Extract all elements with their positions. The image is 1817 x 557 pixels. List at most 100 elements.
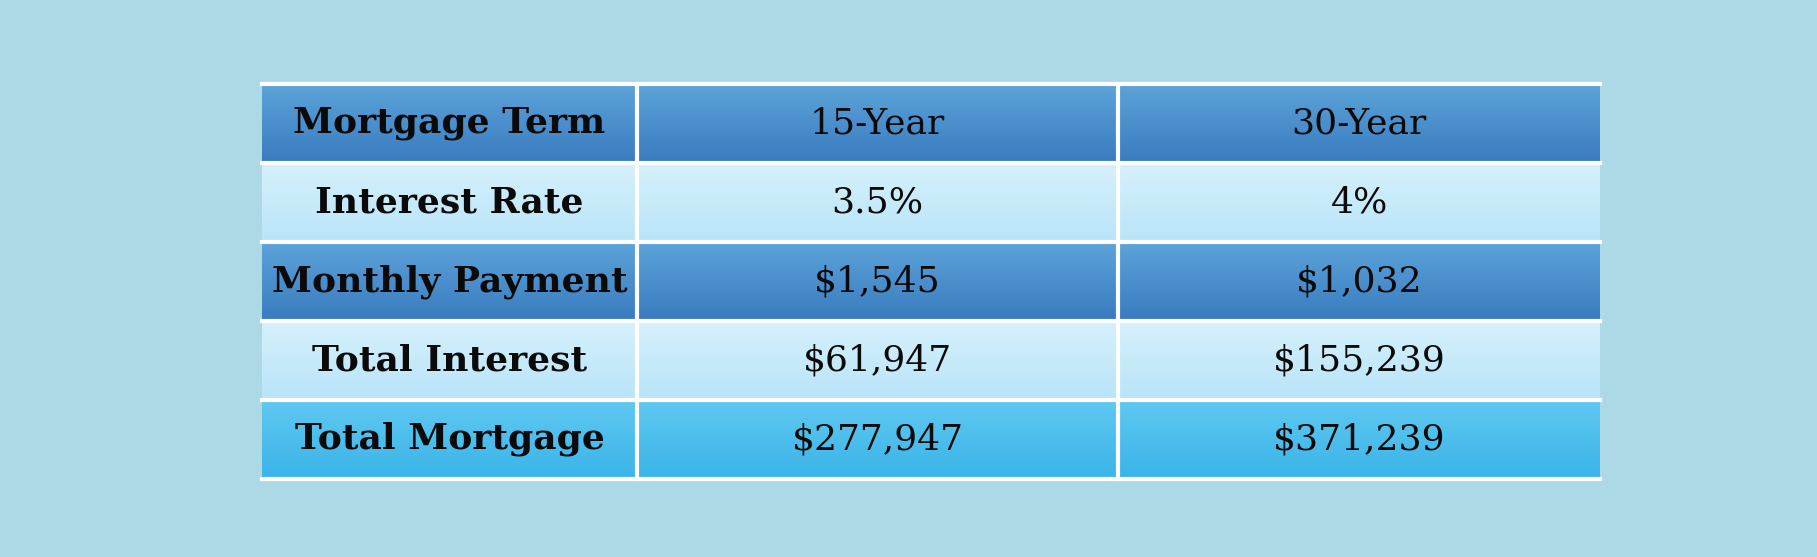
Bar <box>262 183 1601 185</box>
Bar <box>262 447 1601 448</box>
Bar <box>262 389 1601 390</box>
Bar <box>262 126 1601 128</box>
Bar <box>262 319 1601 321</box>
Bar <box>262 395 1601 397</box>
Bar <box>262 375 1601 377</box>
Bar <box>262 452 1601 453</box>
Bar <box>262 441 1601 443</box>
Bar <box>262 160 1601 162</box>
Bar <box>262 379 1601 381</box>
Bar <box>262 161 1601 163</box>
Bar <box>262 262 1601 264</box>
Bar <box>262 363 1601 364</box>
Bar <box>262 276 1601 277</box>
Bar <box>262 252 1601 253</box>
Bar <box>262 132 1601 134</box>
Bar <box>262 229 1601 231</box>
Bar <box>262 240 1601 242</box>
Bar <box>262 359 1601 360</box>
Text: $1,545: $1,545 <box>814 264 941 299</box>
Bar <box>262 174 1601 176</box>
Bar <box>262 227 1601 229</box>
Bar <box>262 215 1601 217</box>
Bar <box>262 269 1601 271</box>
Bar <box>262 223 1601 224</box>
Bar <box>262 382 1601 384</box>
Bar <box>262 303 1601 305</box>
Text: Interest Rate: Interest Rate <box>316 185 583 219</box>
Bar <box>262 445 1601 447</box>
Bar <box>262 427 1601 428</box>
Bar <box>262 281 1601 282</box>
Bar <box>262 458 1601 460</box>
Bar <box>262 317 1601 319</box>
Bar <box>262 178 1601 180</box>
Bar <box>262 323 1601 325</box>
Bar <box>262 426 1601 427</box>
Bar <box>262 290 1601 292</box>
Bar <box>262 188 1601 189</box>
Bar <box>262 189 1601 190</box>
Bar <box>262 282 1601 284</box>
Text: $371,239: $371,239 <box>1274 422 1446 456</box>
Bar <box>262 135 1601 136</box>
Bar <box>262 374 1601 376</box>
Bar <box>262 315 1601 317</box>
Bar <box>262 156 1601 158</box>
Bar <box>262 140 1601 142</box>
Bar <box>262 221 1601 222</box>
Bar <box>262 456 1601 457</box>
Bar <box>262 334 1601 335</box>
Bar <box>262 339 1601 340</box>
Bar <box>262 118 1601 120</box>
Bar <box>262 97 1601 99</box>
Bar <box>262 298 1601 300</box>
Bar <box>262 411 1601 413</box>
Bar <box>262 204 1601 206</box>
Bar <box>262 331 1601 333</box>
Bar <box>262 302 1601 304</box>
Bar <box>262 338 1601 339</box>
Bar <box>262 287 1601 289</box>
Bar <box>262 439 1601 441</box>
Bar <box>262 344 1601 346</box>
Bar <box>262 465 1601 467</box>
Bar <box>262 270 1601 272</box>
Bar <box>262 237 1601 239</box>
Bar <box>262 295 1601 297</box>
Bar <box>262 85 1601 87</box>
Bar <box>262 285 1601 286</box>
Text: 3.5%: 3.5% <box>832 185 923 219</box>
Bar <box>262 400 1601 402</box>
Bar <box>262 320 1601 322</box>
Bar <box>262 361 1601 363</box>
Bar <box>262 268 1601 270</box>
Bar <box>262 294 1601 296</box>
Bar <box>262 421 1601 422</box>
Bar <box>262 231 1601 233</box>
Bar <box>262 177 1601 179</box>
Bar <box>262 354 1601 356</box>
Bar <box>262 472 1601 473</box>
Bar <box>262 432 1601 434</box>
Bar <box>262 258 1601 260</box>
Bar <box>262 233 1601 235</box>
Bar <box>262 206 1601 208</box>
Bar <box>262 348 1601 350</box>
Bar <box>262 301 1601 302</box>
Bar <box>262 197 1601 198</box>
Bar <box>262 241 1601 243</box>
Bar <box>262 424 1601 426</box>
Bar <box>262 350 1601 353</box>
Bar <box>262 113 1601 114</box>
Bar <box>262 212 1601 214</box>
Bar <box>262 94 1601 96</box>
Bar <box>262 330 1601 331</box>
Bar <box>262 291 1601 293</box>
Bar <box>262 436 1601 438</box>
Bar <box>262 336 1601 338</box>
Bar <box>262 153 1601 155</box>
Bar <box>262 144 1601 146</box>
Bar <box>262 367 1601 368</box>
Text: Monthly Payment: Monthly Payment <box>273 264 627 299</box>
